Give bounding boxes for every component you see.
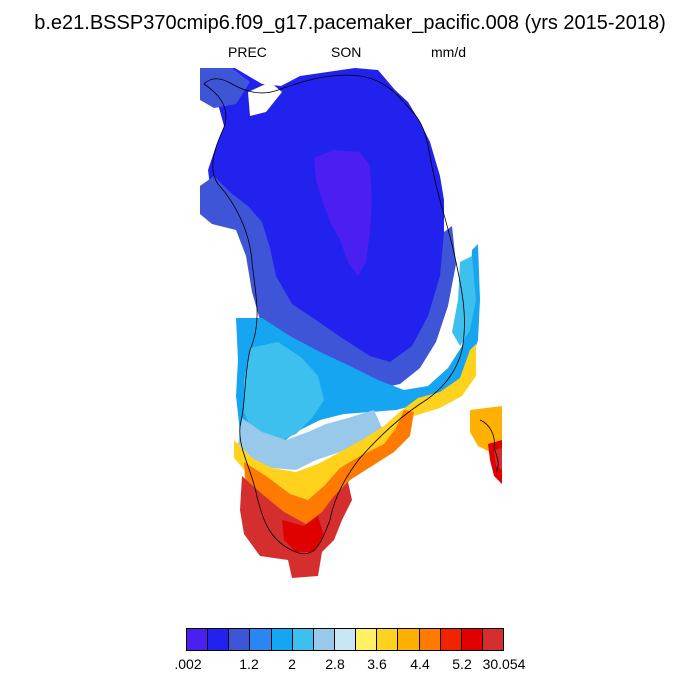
colorbar-swatch — [313, 629, 335, 650]
region-rim — [200, 176, 456, 390]
colorbar-tick-label: 4.4 — [410, 656, 430, 672]
variable-label: PREC — [228, 44, 267, 60]
colorbar-swatch — [271, 629, 293, 650]
colorbar-swatch — [292, 629, 314, 650]
greenland-precip-field — [200, 68, 502, 578]
colorbar-tick-label: 2.8 — [325, 656, 345, 672]
colorbar-tick-label: 30.054 — [482, 656, 526, 672]
region-cyan — [244, 342, 324, 444]
colorbar-tick-label: 1.2 — [239, 656, 259, 672]
colorbar-swatch — [334, 629, 357, 650]
map-title: b.e21.BSSP370cmip6.f09_g17.pacemaker_pac… — [34, 12, 666, 34]
colorbar-swatch — [419, 629, 441, 650]
colorbar-swatch — [187, 629, 209, 650]
colorbar-tick-label: 3.6 — [367, 656, 387, 672]
region-orange — [244, 410, 414, 528]
region-pale-blue — [238, 410, 382, 470]
season-label: SON — [331, 44, 362, 60]
colorbar-swatch — [482, 629, 504, 650]
coastline — [203, 74, 465, 555]
region-nw-corner — [200, 68, 250, 108]
region-deep-red — [282, 516, 324, 552]
nw-gap — [248, 82, 282, 116]
colorbar-swatch — [356, 629, 378, 650]
units-label: mm/d — [431, 44, 466, 60]
colorbar-tick-label: 2 — [288, 656, 296, 672]
region-cyan-east — [452, 256, 476, 346]
colorbar-tick-label: 5.2 — [452, 656, 472, 672]
colorbar-swatch — [229, 629, 251, 650]
colorbar-swatch — [440, 629, 462, 650]
colorbar-swatch — [250, 629, 272, 650]
colorbar-swatch — [461, 629, 483, 650]
colorbar — [186, 628, 504, 651]
colorbar-swatch — [208, 629, 230, 650]
coastline-islet — [479, 419, 499, 473]
region-north — [200, 68, 444, 368]
colorbar-tick-label: .002 — [174, 656, 202, 672]
colorbar-swatch — [398, 629, 420, 650]
region-core — [314, 150, 372, 276]
colorbar-swatch — [377, 629, 399, 650]
